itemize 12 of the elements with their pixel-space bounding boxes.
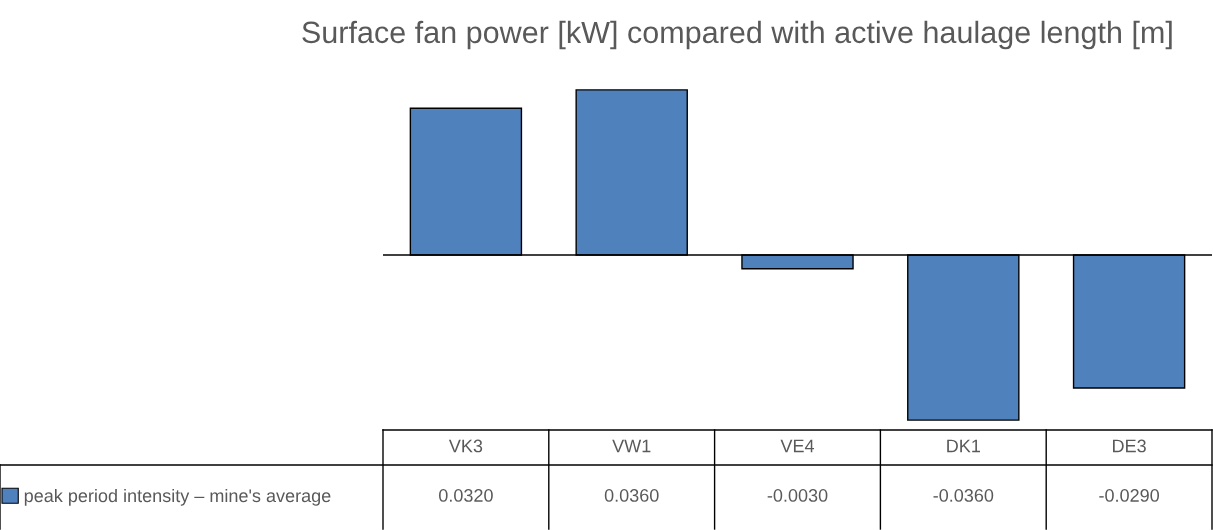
legend-label: peak period intensity – mine's average: [24, 488, 331, 506]
data-label: -0.0290: [1099, 489, 1160, 502]
data-label: -0.0030: [767, 489, 828, 502]
x-tick-label: VE4: [780, 439, 815, 453]
data-label: 0.0360: [604, 489, 659, 502]
x-tick-label: VK3: [448, 439, 483, 453]
x-tick-label: DK1: [947, 439, 980, 453]
chart-title: Surface fan power [kW] compared with active haulage length [m]: [302, 20, 1172, 50]
x-tick-label: DE3: [1113, 439, 1146, 453]
x-tick-label: VW1: [612, 439, 651, 453]
data-label: 0.0320: [439, 489, 493, 502]
data-label: -0.0360: [933, 489, 994, 502]
